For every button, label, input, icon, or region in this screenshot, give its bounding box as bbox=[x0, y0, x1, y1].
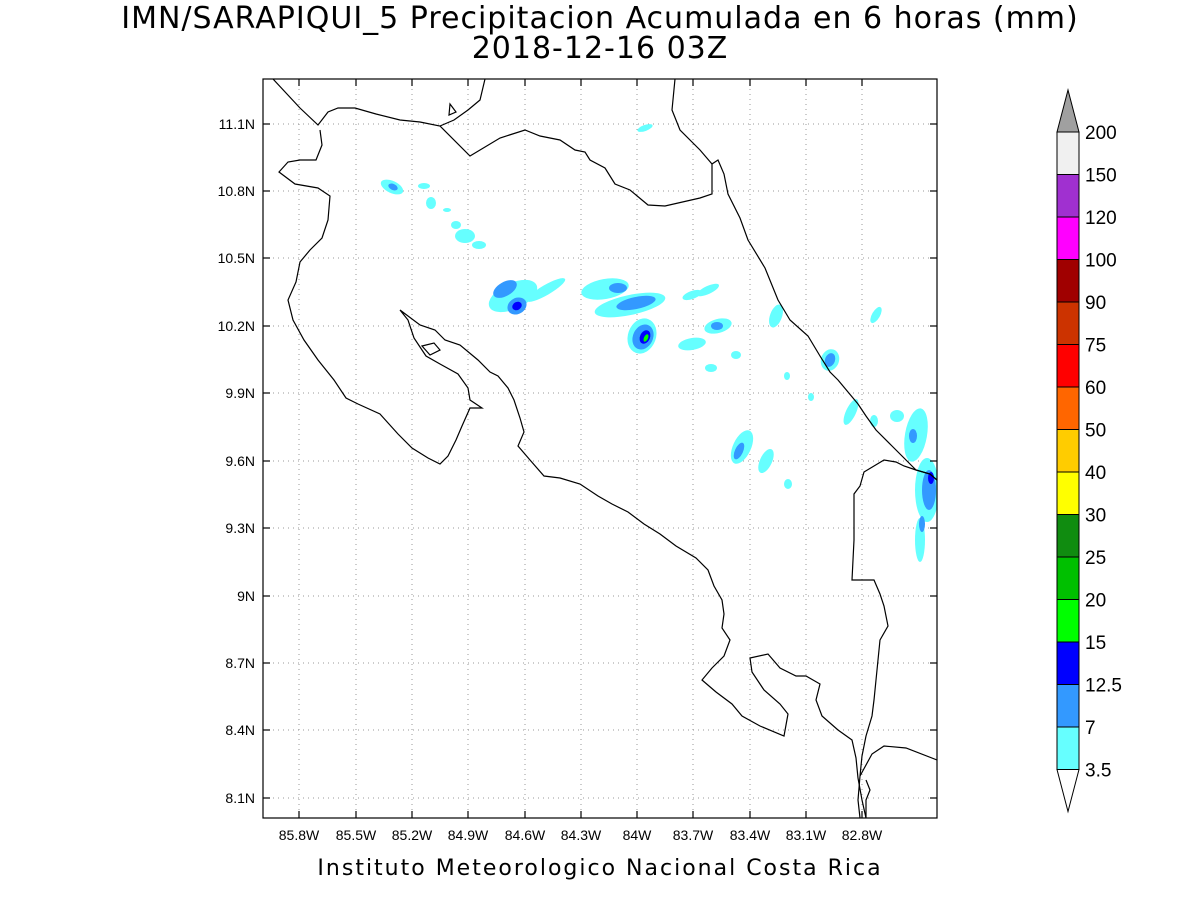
y-tick-label: 9.9N bbox=[225, 385, 255, 401]
colorbar-swatch bbox=[1056, 344, 1080, 388]
colorbar-swatch bbox=[1056, 641, 1080, 685]
x-tick-label: 84.9W bbox=[448, 827, 489, 843]
colorbar-top-triangle bbox=[1056, 88, 1080, 133]
colorbar-swatch bbox=[1056, 174, 1080, 218]
colorbar-label: 90 bbox=[1085, 293, 1106, 314]
y-tick-label: 10.8N bbox=[218, 183, 255, 199]
x-tick-label: 82.8W bbox=[842, 827, 883, 843]
grid-lines bbox=[263, 79, 937, 818]
y-tick-label: 10.2N bbox=[218, 318, 255, 334]
footer-credit: Instituto Meteorologico Nacional Costa R… bbox=[317, 856, 883, 881]
colorbar-label: 30 bbox=[1085, 506, 1106, 527]
y-tick-label: 11.1N bbox=[219, 116, 255, 132]
x-tick-label: 83.7W bbox=[673, 827, 714, 843]
colorbar-label: 60 bbox=[1085, 378, 1106, 399]
colorbar-label: 20 bbox=[1085, 591, 1106, 612]
colorbar-label: 75 bbox=[1085, 336, 1106, 357]
y-axis: 11.1N 10.8N 10.5N 10.2N 9.9N 9.6N 9.3N 9N 8.7N 8.… bbox=[218, 116, 937, 806]
colorbar-label: 3.5 bbox=[1085, 761, 1111, 782]
colorbar-bottom-triangle bbox=[1056, 769, 1080, 814]
colorbar-label: 150 bbox=[1085, 166, 1117, 187]
colorbar-label: 15 bbox=[1085, 633, 1106, 654]
colorbar-label: 25 bbox=[1085, 548, 1106, 569]
y-tick-label: 10.5N bbox=[218, 250, 255, 266]
x-tick-label: 85.8W bbox=[279, 827, 320, 843]
colorbar-swatch bbox=[1056, 514, 1080, 558]
x-axis: 85.8W 85.5W 85.2W 84.9W 84.6W 84.3W 84W 83.7W 83… bbox=[279, 79, 883, 843]
colorbar-swatch bbox=[1056, 429, 1080, 473]
colorbar-legend: 200 150 120 100 90 75 60 50 40 30 25 20 15 12.5 7 3.5 bbox=[1056, 88, 1122, 814]
precipitation-layer bbox=[380, 124, 937, 562]
colorbar-label: 7 bbox=[1085, 718, 1096, 739]
x-tick-label: 85.2W bbox=[392, 827, 433, 843]
x-tick-label: 84.3W bbox=[561, 827, 602, 843]
x-tick-label: 83.1W bbox=[786, 827, 827, 843]
x-tick-label: 84.6W bbox=[505, 827, 546, 843]
y-tick-label: 8.4N bbox=[225, 722, 255, 738]
colorbar-swatch bbox=[1056, 131, 1080, 175]
x-tick-label: 84W bbox=[623, 827, 653, 843]
y-tick-label: 8.1N bbox=[225, 790, 255, 806]
colorbar-label: 50 bbox=[1085, 421, 1106, 442]
colorbar-swatch bbox=[1056, 599, 1080, 643]
coastlines bbox=[272, 79, 937, 818]
map-timestamp: 2018-12-16 03Z bbox=[471, 31, 729, 66]
colorbar-swatch bbox=[1056, 726, 1080, 770]
y-tick-label: 9.3N bbox=[225, 520, 255, 536]
y-tick-label: 9.6N bbox=[225, 453, 255, 469]
map-frame bbox=[262, 78, 938, 819]
colorbar-label: 200 bbox=[1085, 123, 1117, 144]
colorbar-label: 120 bbox=[1085, 208, 1117, 229]
y-tick-label: 8.7N bbox=[225, 655, 255, 671]
colorbar-swatch bbox=[1056, 301, 1080, 345]
y-tick-label: 9N bbox=[237, 588, 255, 604]
colorbar-swatch bbox=[1056, 684, 1080, 728]
colorbar-swatch bbox=[1056, 556, 1080, 600]
colorbar-swatch bbox=[1056, 471, 1080, 515]
x-tick-label: 83.4W bbox=[730, 827, 771, 843]
colorbar-label: 12.5 bbox=[1085, 676, 1122, 697]
colorbar-label: 100 bbox=[1085, 251, 1117, 272]
x-tick-label: 85.5W bbox=[336, 827, 377, 843]
colorbar-swatch bbox=[1056, 216, 1080, 260]
colorbar-swatch bbox=[1056, 386, 1080, 430]
colorbar-label: 40 bbox=[1085, 463, 1106, 484]
map-title: IMN/SARAPIQUI_5 Precipitacion Acumulada … bbox=[121, 1, 1079, 36]
colorbar-swatch bbox=[1056, 259, 1080, 303]
